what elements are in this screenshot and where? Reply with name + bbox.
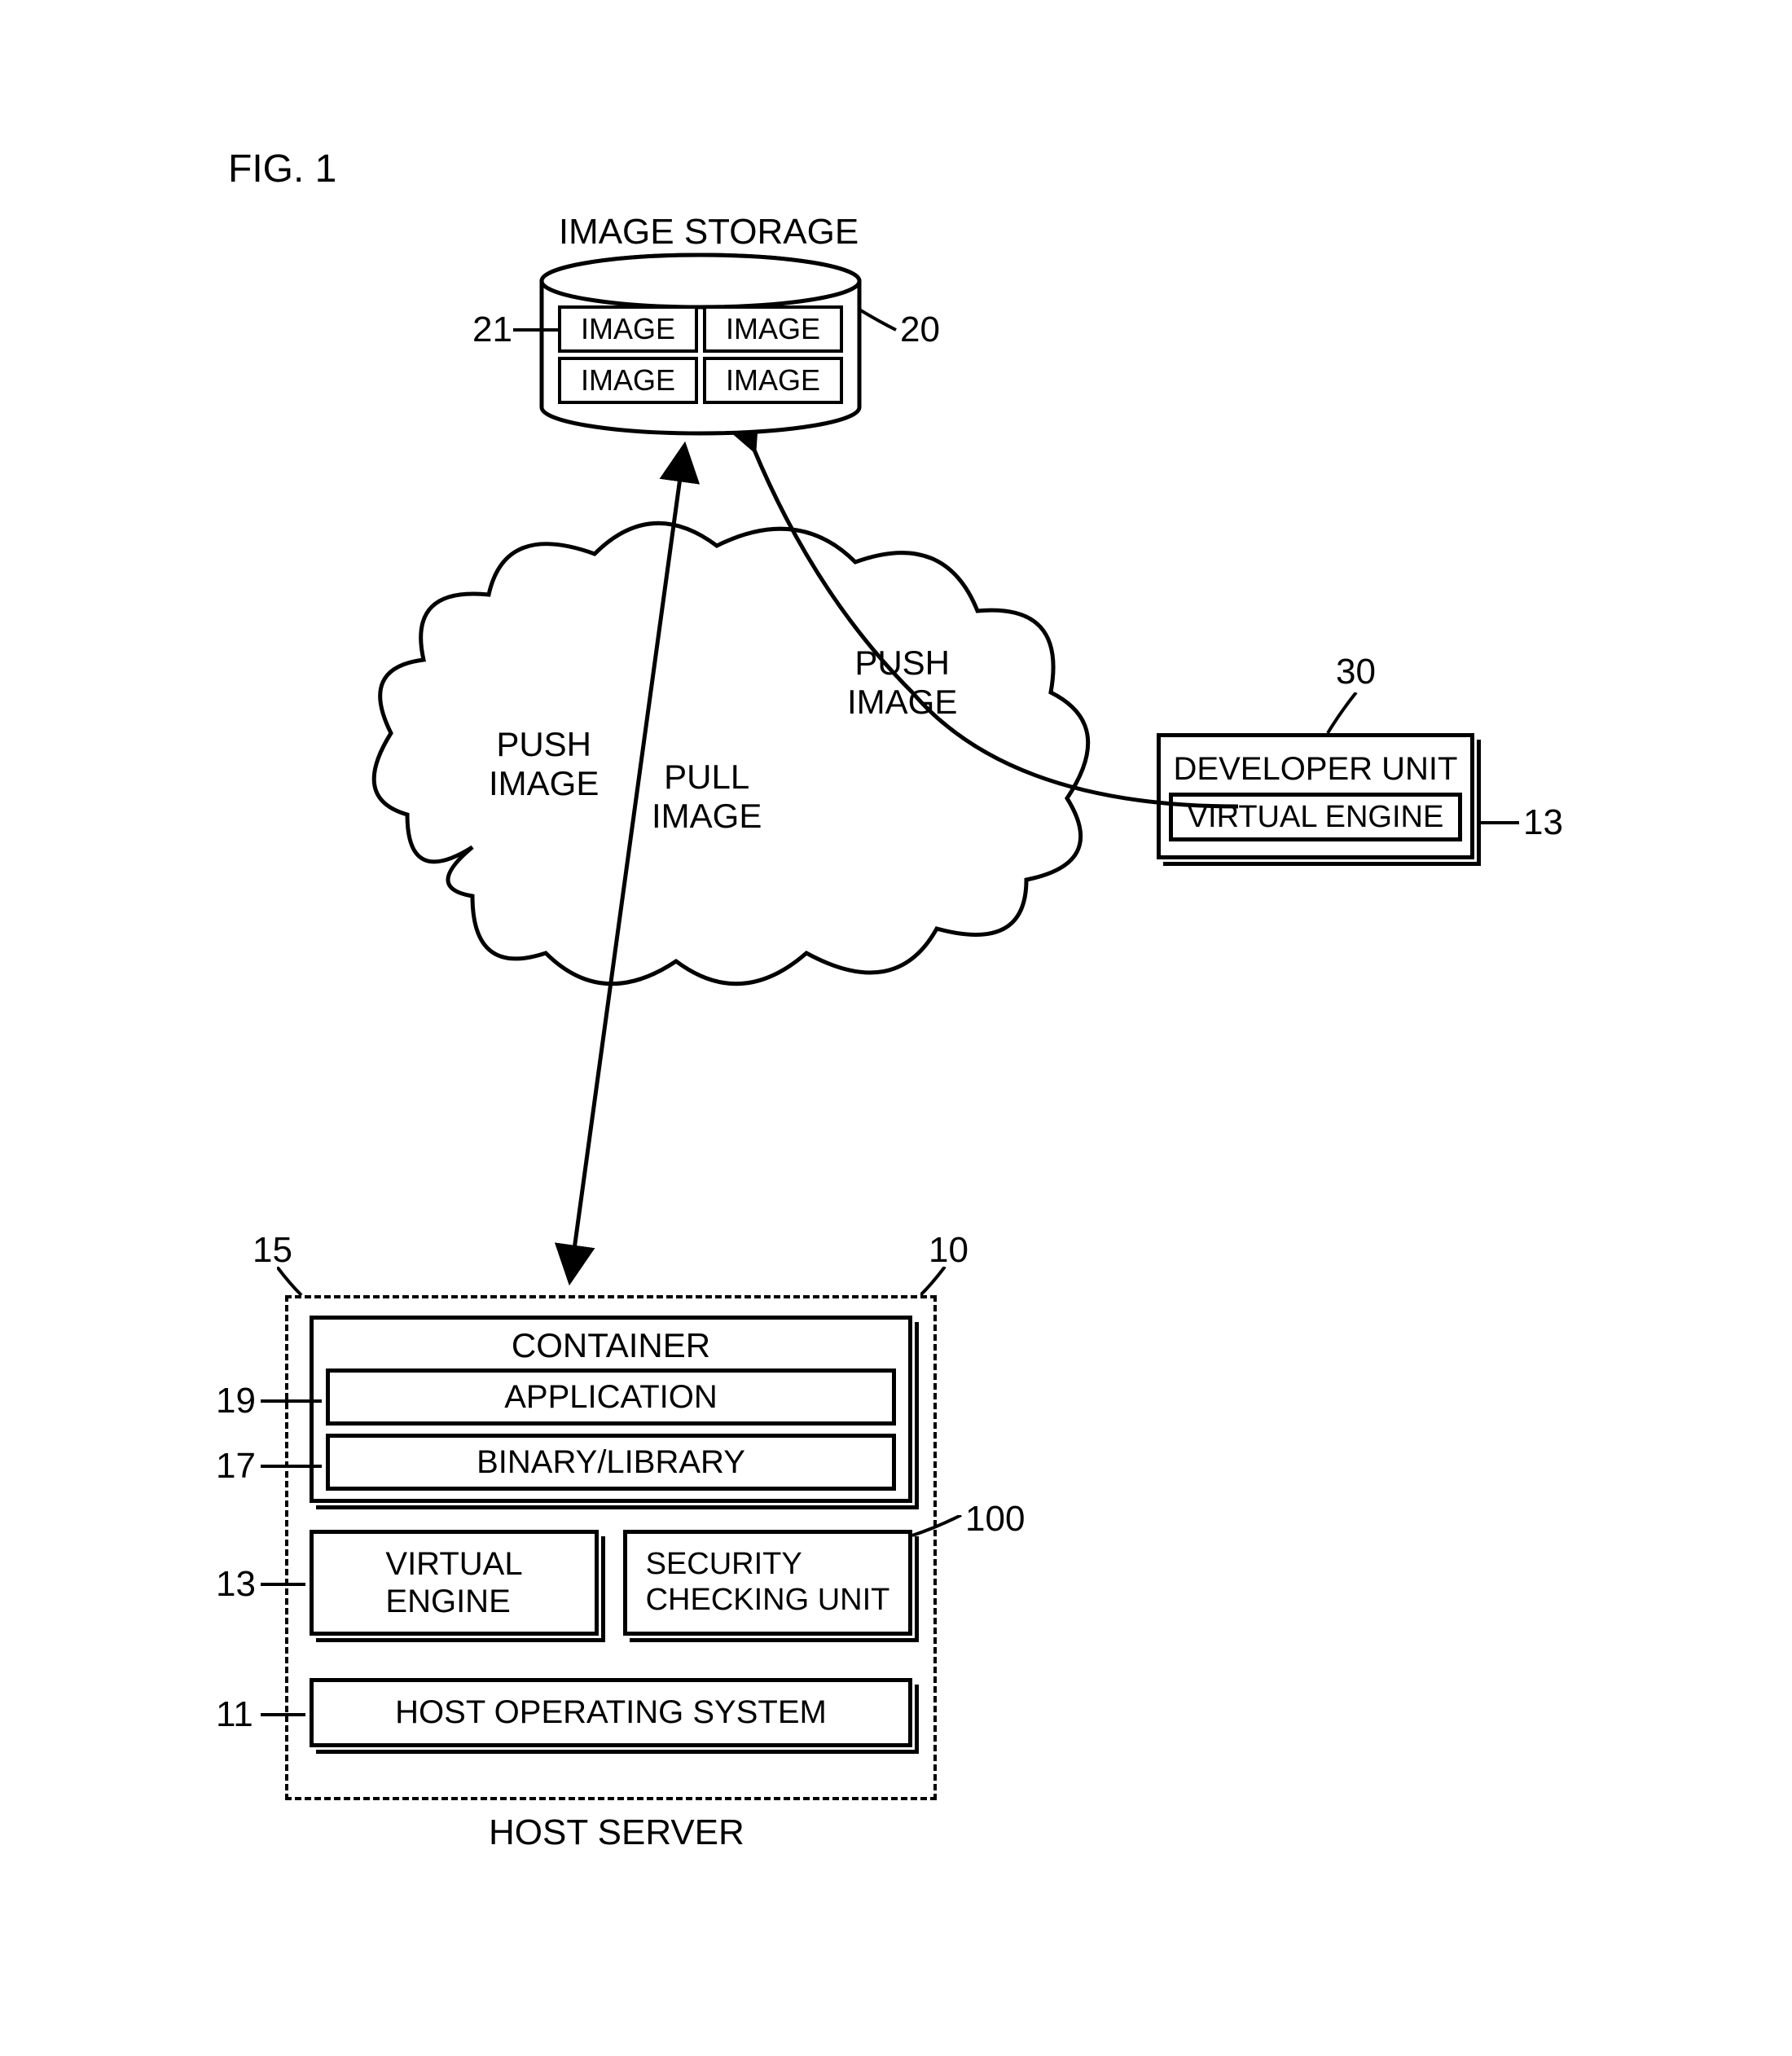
ref-100: 100	[965, 1499, 1025, 1540]
leader-13-dev	[1478, 819, 1523, 827]
leader-17	[261, 1462, 326, 1470]
binary-box: BINARY/LIBRARY	[326, 1434, 896, 1491]
ref-21: 21	[472, 310, 512, 350]
leader-10	[920, 1267, 953, 1299]
leader-19	[261, 1397, 326, 1405]
ref-17: 17	[216, 1446, 256, 1487]
ref-13-host: 13	[216, 1564, 256, 1605]
leader-15	[277, 1267, 310, 1299]
ref-11: 11	[216, 1694, 253, 1735]
storage-cell-0: IMAGE	[558, 305, 698, 353]
host-os-box: HOST OPERATING SYSTEM	[310, 1678, 912, 1747]
virtual-engine-box: VIRTUAL ENGINE	[310, 1530, 599, 1636]
storage-cell-3: IMAGE	[703, 357, 843, 404]
ref-13-dev: 13	[1523, 802, 1563, 843]
storage-cell-2: IMAGE	[558, 357, 698, 404]
ref-15: 15	[253, 1230, 292, 1271]
ref-20: 20	[900, 310, 940, 350]
arrow-dev-storage	[717, 432, 1368, 839]
host-server-label: HOST SERVER	[489, 1812, 744, 1853]
leader-20	[855, 305, 904, 338]
application-box: APPLICATION	[326, 1368, 896, 1426]
storage-cell-1: IMAGE	[703, 305, 843, 353]
ref-10: 10	[929, 1230, 968, 1271]
leader-11	[261, 1711, 310, 1719]
leader-100	[912, 1515, 969, 1540]
container-label: CONTAINER	[512, 1326, 710, 1365]
leader-21	[513, 326, 562, 334]
figure-label: FIG. 1	[228, 147, 336, 191]
security-box: SECURITY CHECKING UNIT	[623, 1530, 912, 1636]
diagram-canvas: FIG. 1 IMAGE STORAGE IMAGE IMAGE IMAGE I…	[0, 0, 1792, 2056]
storage-title: IMAGE STORAGE	[538, 212, 880, 253]
leader-13-host	[261, 1580, 310, 1588]
ref-19: 19	[216, 1381, 256, 1421]
